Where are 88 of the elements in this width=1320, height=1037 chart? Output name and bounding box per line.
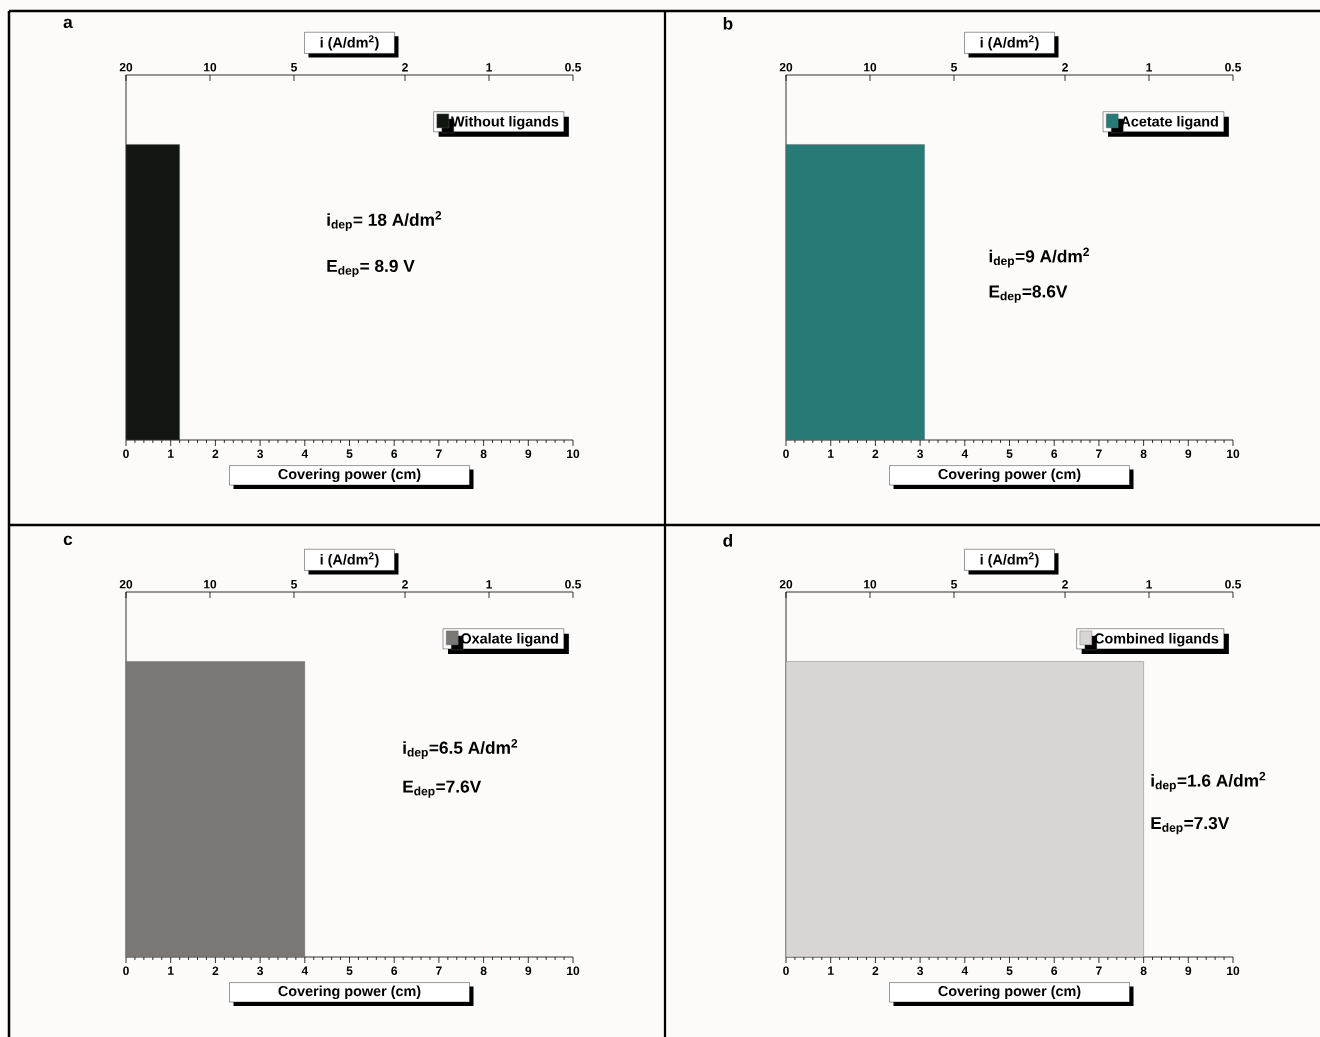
annotation: i$_{dep}$=9 A/dm$^{2}$	[989, 247, 1089, 268]
x2-axis-title: i (A/dm$^{2}$)	[320, 35, 379, 51]
x-tick-label: 3	[257, 449, 264, 459]
x-tick-label: 10	[1227, 449, 1240, 459]
x-tick-label: 0	[783, 449, 789, 459]
x-tick-label: 1	[828, 966, 834, 975]
x-tick-label: 9	[1185, 449, 1192, 459]
x-axis-title: Covering power (cm)	[938, 468, 1081, 483]
x-tick-label: 0	[123, 966, 129, 976]
chart-title: b	[723, 17, 733, 30]
annotation: i$_{dep}$=1.6 A/dm$^{2}$	[1151, 771, 1266, 792]
x2-axis-title: i (A/dm$^{2}$)	[980, 35, 1039, 51]
x-tick-label: 2	[872, 449, 879, 458]
x2-tick-label: 10	[864, 579, 877, 589]
x-tick-label: 2	[212, 449, 219, 458]
x-tick-label: 4	[301, 449, 309, 458]
x-tick-label: 2	[212, 966, 219, 975]
x-tick-label: 4	[961, 449, 969, 458]
x-axis-title: Covering power (cm)	[278, 985, 421, 1000]
x2-tick-label: 2	[402, 580, 408, 589]
x-tick-label: 8	[1140, 449, 1147, 459]
x-tick-label: 6	[1051, 449, 1058, 459]
chart-title: d	[723, 534, 733, 547]
x-tick-label: 8	[1140, 966, 1147, 976]
x2-axis-title: i (A/dm$^{2}$)	[320, 552, 379, 568]
x2-tick-label: 5	[291, 580, 297, 589]
x-axis-title: Covering power (cm)	[278, 468, 421, 483]
x-tick-label: 7	[1096, 449, 1102, 458]
x-tick-label: 3	[257, 966, 264, 976]
x-tick-label: 9	[525, 966, 532, 976]
x2-tick-label: 0.5	[565, 62, 581, 72]
x-tick-label: 4	[961, 966, 969, 975]
x2-tick-label: 5	[951, 580, 957, 589]
x2-tick-label: 0.5	[1225, 62, 1242, 72]
chart-title: c	[63, 535, 73, 546]
x2-tick-label: 10	[864, 62, 877, 72]
x-tick-label: 0	[123, 449, 129, 459]
x2-tick-label: 10	[204, 62, 217, 72]
x-tick-label: 1	[828, 449, 834, 458]
x-tick-label: 7	[436, 449, 442, 458]
x-tick-label: 0	[783, 966, 789, 976]
x-tick-label: 3	[917, 966, 924, 976]
x2-tick-label: 20	[779, 62, 793, 72]
x2-tick-label: 1	[486, 580, 493, 589]
x2-tick-label: 1	[1146, 63, 1153, 72]
x-tick-label: 6	[391, 966, 398, 976]
x-tick-label: 8	[480, 449, 487, 459]
annotation: E$_{dep}$=7.3V	[1151, 816, 1230, 835]
x-tick-label: 10	[1227, 966, 1240, 976]
x2-tick-label: 2	[1062, 580, 1068, 589]
x2-tick-label: 20	[779, 579, 793, 589]
x2-tick-label: 1	[486, 63, 493, 72]
x2-tick-label: 20	[119, 579, 133, 589]
annotation: E$_{dep}$= 8.9 V	[327, 259, 415, 278]
annotation: i$_{dep}$= 18 A/dm$^{2}$	[327, 211, 442, 231]
x-tick-label: 5	[346, 449, 353, 458]
x-tick-label: 1	[168, 966, 174, 975]
annotation: E$_{dep}$=8.6V	[989, 285, 1068, 303]
x-tick-label: 7	[436, 966, 442, 975]
x2-tick-label: 10	[204, 579, 217, 589]
x-tick-label: 3	[917, 449, 924, 459]
x-tick-label: 1	[168, 449, 174, 458]
x-axis-title: Covering power (cm)	[938, 985, 1081, 1000]
x2-tick-label: 5	[291, 63, 297, 72]
x2-tick-label: 0.5	[565, 579, 581, 589]
x-tick-label: 2	[872, 966, 879, 975]
x-tick-label: 5	[1006, 449, 1013, 458]
x2-tick-label: 0.5	[1225, 579, 1242, 589]
x-tick-label: 7	[1096, 966, 1102, 975]
x-tick-label: 9	[525, 449, 532, 459]
annotation: E$_{dep}$=7.6V	[403, 780, 482, 798]
x2-tick-label: 5	[951, 63, 957, 72]
x2-axis-title: i (A/dm$^{2}$)	[980, 552, 1039, 568]
x-tick-label: 6	[1051, 966, 1058, 976]
annotation: i$_{dep}$=6.5 A/dm$^{2}$	[403, 739, 518, 759]
x2-tick-label: 20	[119, 62, 133, 72]
x-tick-label: 10	[567, 966, 580, 976]
x-tick-label: 5	[346, 966, 353, 975]
chart-title: a	[63, 18, 73, 29]
x-tick-label: 4	[301, 966, 309, 975]
x-tick-label: 9	[1185, 966, 1192, 976]
x2-tick-label: 2	[1062, 63, 1068, 72]
x2-tick-label: 2	[402, 63, 408, 72]
x2-tick-label: 1	[1146, 580, 1153, 589]
x-tick-label: 6	[391, 449, 398, 459]
x-tick-label: 5	[1006, 966, 1013, 975]
x-tick-label: 10	[567, 449, 580, 459]
x-tick-label: 8	[480, 966, 487, 976]
